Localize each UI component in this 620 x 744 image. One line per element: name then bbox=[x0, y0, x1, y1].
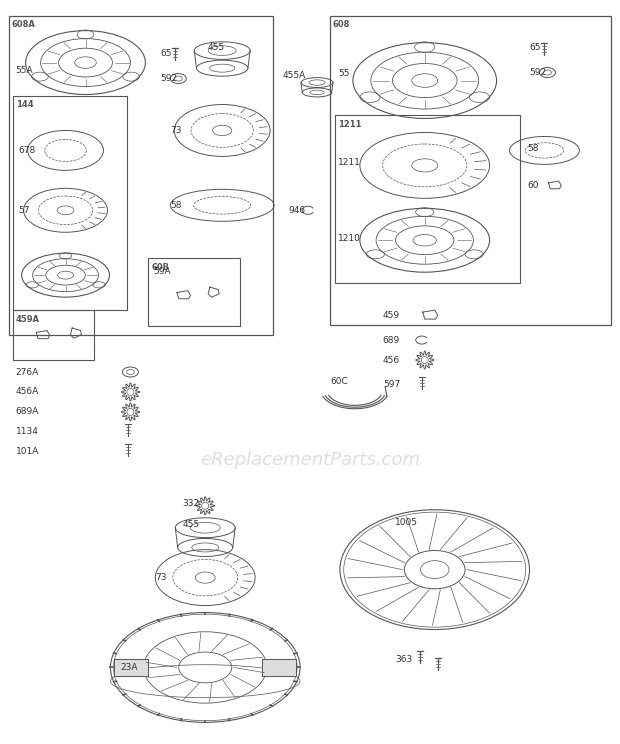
Bar bbox=[9, 16, 273, 335]
Text: 363: 363 bbox=[395, 655, 412, 664]
Text: 1211: 1211 bbox=[338, 158, 361, 167]
Bar bbox=[12, 310, 94, 360]
Text: 689A: 689A bbox=[16, 408, 39, 417]
Text: 455: 455 bbox=[207, 43, 224, 52]
Polygon shape bbox=[114, 659, 148, 676]
Bar bbox=[148, 258, 240, 326]
Text: 459: 459 bbox=[383, 310, 400, 320]
Text: 58: 58 bbox=[170, 201, 182, 210]
Polygon shape bbox=[262, 659, 296, 676]
Bar bbox=[330, 16, 611, 325]
Text: eReplacementParts.com: eReplacementParts.com bbox=[200, 451, 420, 469]
Text: 57: 57 bbox=[19, 206, 30, 215]
Text: 73: 73 bbox=[170, 126, 182, 135]
Text: 276A: 276A bbox=[16, 368, 39, 376]
Text: 455A: 455A bbox=[282, 71, 305, 80]
Text: 59A: 59A bbox=[153, 266, 171, 276]
Text: 1210: 1210 bbox=[338, 234, 361, 243]
Text: 1134: 1134 bbox=[16, 427, 38, 437]
Text: 332: 332 bbox=[182, 499, 200, 508]
Text: 608: 608 bbox=[333, 20, 350, 29]
Text: 55: 55 bbox=[338, 69, 350, 78]
Bar bbox=[335, 115, 520, 283]
Bar bbox=[12, 95, 127, 310]
Text: 1211: 1211 bbox=[338, 120, 361, 129]
Text: 60: 60 bbox=[528, 181, 539, 190]
Text: 65: 65 bbox=[529, 43, 541, 52]
Text: 58: 58 bbox=[528, 144, 539, 153]
Text: 60C: 60C bbox=[330, 377, 348, 386]
Text: 597: 597 bbox=[383, 380, 400, 389]
Text: 23A: 23A bbox=[120, 663, 138, 672]
Text: 459A: 459A bbox=[16, 315, 40, 324]
Text: 65: 65 bbox=[161, 49, 172, 58]
Text: 456: 456 bbox=[383, 356, 400, 365]
Text: 678: 678 bbox=[19, 146, 36, 155]
Text: 689: 689 bbox=[383, 336, 400, 344]
Text: 55A: 55A bbox=[16, 66, 33, 75]
Text: 946: 946 bbox=[288, 206, 305, 215]
Text: 608A: 608A bbox=[12, 20, 35, 29]
Text: 455: 455 bbox=[182, 520, 200, 529]
Text: 1005: 1005 bbox=[395, 519, 418, 527]
Text: 592: 592 bbox=[161, 74, 177, 83]
Text: 101A: 101A bbox=[16, 447, 39, 456]
Text: 592: 592 bbox=[529, 68, 547, 77]
Text: 144: 144 bbox=[16, 100, 33, 109]
Text: 456A: 456A bbox=[16, 388, 39, 397]
Text: 60B: 60B bbox=[151, 263, 169, 272]
Text: 73: 73 bbox=[156, 573, 167, 582]
